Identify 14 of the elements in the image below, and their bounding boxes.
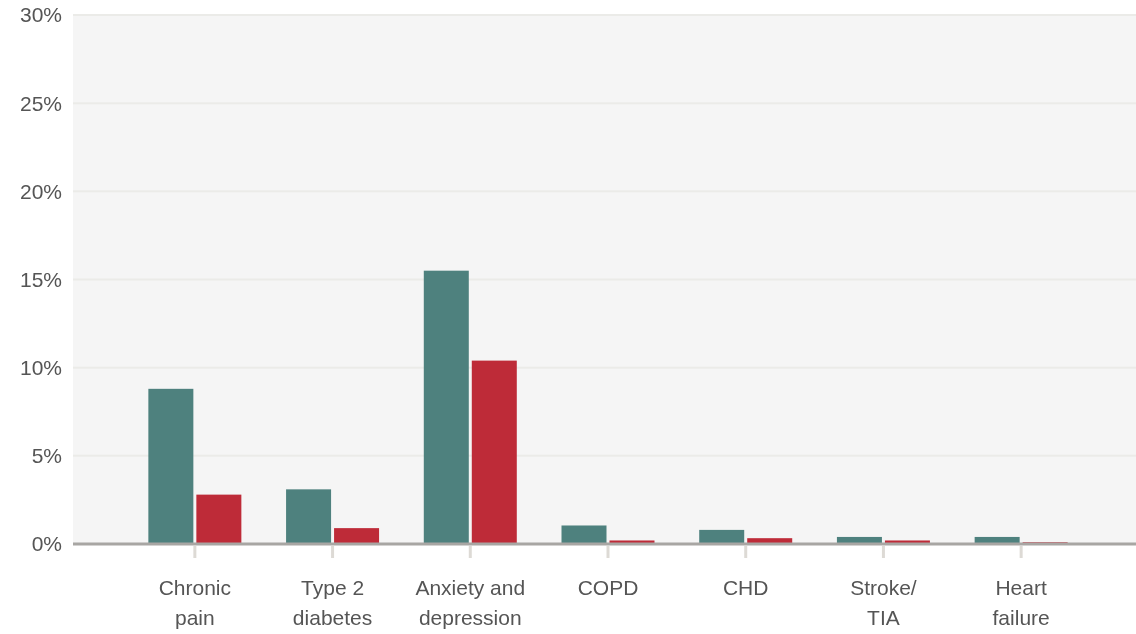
x-tick-label: Stroke/TIA [850, 576, 917, 629]
y-tick-label: 5% [31, 444, 62, 468]
x-tick-label: COPD [577, 576, 639, 599]
x-tick-label: Anxiety and depression [415, 576, 526, 629]
x-tick-label: Chronic pain [158, 576, 232, 629]
y-tick-label: 20% [19, 179, 62, 203]
x-tick-label: Heart failure [992, 576, 1050, 629]
y-tick-label: 10% [19, 356, 62, 380]
y-tick-label: 15% [19, 267, 62, 291]
y-tick-label: 30% [19, 3, 62, 27]
x-tick-label: Type 2 diabetes [292, 576, 373, 629]
y-tick-label: 0% [31, 532, 62, 556]
x-tick-label: CHD [722, 576, 769, 599]
y-tick-label: 25% [19, 91, 62, 115]
